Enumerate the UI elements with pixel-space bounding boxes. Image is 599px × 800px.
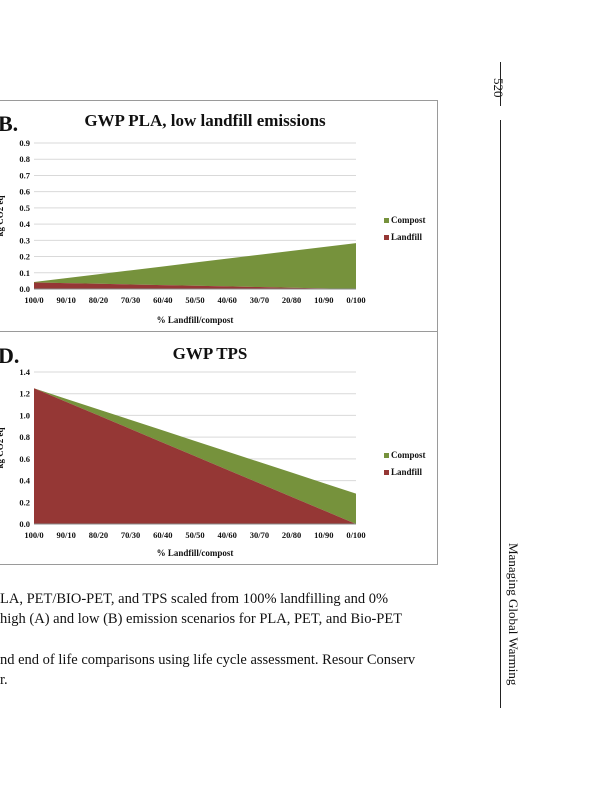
chart-panel-b: 0.0 0.1 0.2 0.3 0.4 0.5 0.6 0.7 0.8 0.9 100/0 90/10…	[0, 100, 438, 332]
x-axis-title: % Landfill/compost	[157, 548, 234, 558]
panel-label: D.	[0, 343, 19, 368]
legend-swatch-compost	[384, 218, 389, 223]
y-tick-label: 0.3	[19, 235, 30, 245]
running-head-rule	[500, 120, 501, 708]
y-tick-label: 1.2	[19, 389, 30, 399]
y-tick-label: 0.2	[19, 497, 30, 507]
chart-panel-d: 0.0 0.2 0.4 0.6 0.8 1.0 1.2 1.4 100/0 90/10 80/20 7…	[0, 331, 438, 565]
x-tick-label: 100/0	[24, 530, 43, 540]
y-tick-label: 0.7	[19, 170, 30, 180]
y-tick-label: 0.8	[19, 154, 30, 164]
y-tick-label: 0.4	[19, 476, 30, 486]
x-tick-label: 60/40	[153, 295, 172, 305]
x-tick-label: 20/80	[282, 530, 301, 540]
x-tick-label: 90/10	[57, 295, 76, 305]
x-tick-label: 90/10	[57, 530, 76, 540]
x-axis-title: % Landfill/compost	[157, 315, 234, 325]
x-tick-label: 40/60	[218, 295, 237, 305]
y-tick-label: 0.5	[19, 203, 30, 213]
y-axis-title: kg CO2 eq	[0, 427, 5, 468]
x-tick-label: 30/70	[250, 530, 269, 540]
y-tick-label: 0.9	[19, 138, 30, 148]
caption-line: high (A) and low (B) emission scenarios …	[0, 611, 403, 627]
y-tick-label: 1.0	[19, 410, 30, 420]
chart-title: GWP PLA, low landfill emissions	[84, 111, 326, 130]
y-tick-label: 0.4	[19, 219, 30, 229]
series-area-compost	[34, 243, 356, 289]
y-tick-label: 1.4	[19, 367, 30, 377]
chart-title: GWP TPS	[173, 344, 248, 363]
x-tick-label: 100/0	[24, 295, 43, 305]
page-number-rule	[500, 62, 501, 106]
chart-d-svg: 0.0 0.2 0.4 0.6 0.8 1.0 1.2 1.4 100/0 90/10 80/20 7…	[0, 343, 426, 558]
y-tick-label: 0.2	[19, 252, 30, 262]
x-tick-label: 30/70	[250, 295, 269, 305]
chart-b-svg: 0.0 0.1 0.2 0.3 0.4 0.5 0.6 0.7 0.8 0.9 100/0 90/10…	[0, 111, 426, 325]
caption-line: r.	[0, 672, 8, 688]
x-tick-label: 20/80	[282, 295, 301, 305]
legend-label-compost: Compost	[391, 450, 426, 460]
legend-label-compost: Compost	[391, 215, 426, 225]
y-tick-label: 0.0	[19, 519, 30, 529]
x-tick-label: 60/40	[153, 530, 172, 540]
panel-label: B.	[0, 111, 18, 136]
running-head: Managing Global Warming	[506, 543, 521, 686]
y-tick-label: 0.8	[19, 432, 30, 442]
x-tick-label: 80/20	[89, 530, 108, 540]
x-tick-label: 50/50	[185, 295, 204, 305]
x-tick-label: 0/100	[346, 530, 365, 540]
x-tick-label: 80/20	[89, 295, 108, 305]
x-tick-label: 0/100	[346, 295, 365, 305]
x-tick-label: 70/30	[121, 530, 140, 540]
x-tick-label: 10/90	[314, 530, 333, 540]
y-axis-title: kg CO2 eq	[0, 195, 5, 236]
x-tick-label: 70/30	[121, 295, 140, 305]
legend-label-landfill: Landfill	[391, 232, 423, 242]
legend-swatch-compost	[384, 453, 389, 458]
x-tick-label: 10/90	[314, 295, 333, 305]
y-tick-label: 0.6	[19, 187, 30, 197]
y-tick-label: 0.6	[19, 454, 30, 464]
legend-swatch-landfill	[384, 235, 389, 240]
x-tick-label: 40/60	[218, 530, 237, 540]
legend-label-landfill: Landfill	[391, 467, 423, 477]
series-area-landfill	[34, 282, 356, 289]
y-tick-label: 0.1	[19, 268, 30, 278]
caption-line: LA, PET/BIO-PET, and TPS scaled from 100…	[0, 591, 389, 607]
y-tick-label: 0.0	[19, 284, 30, 294]
caption-line: nd end of life comparisons using life cy…	[0, 652, 416, 668]
series-area-landfill	[34, 388, 356, 524]
x-tick-label: 50/50	[185, 530, 204, 540]
legend-swatch-landfill	[384, 470, 389, 475]
page-number: 520	[491, 78, 506, 98]
